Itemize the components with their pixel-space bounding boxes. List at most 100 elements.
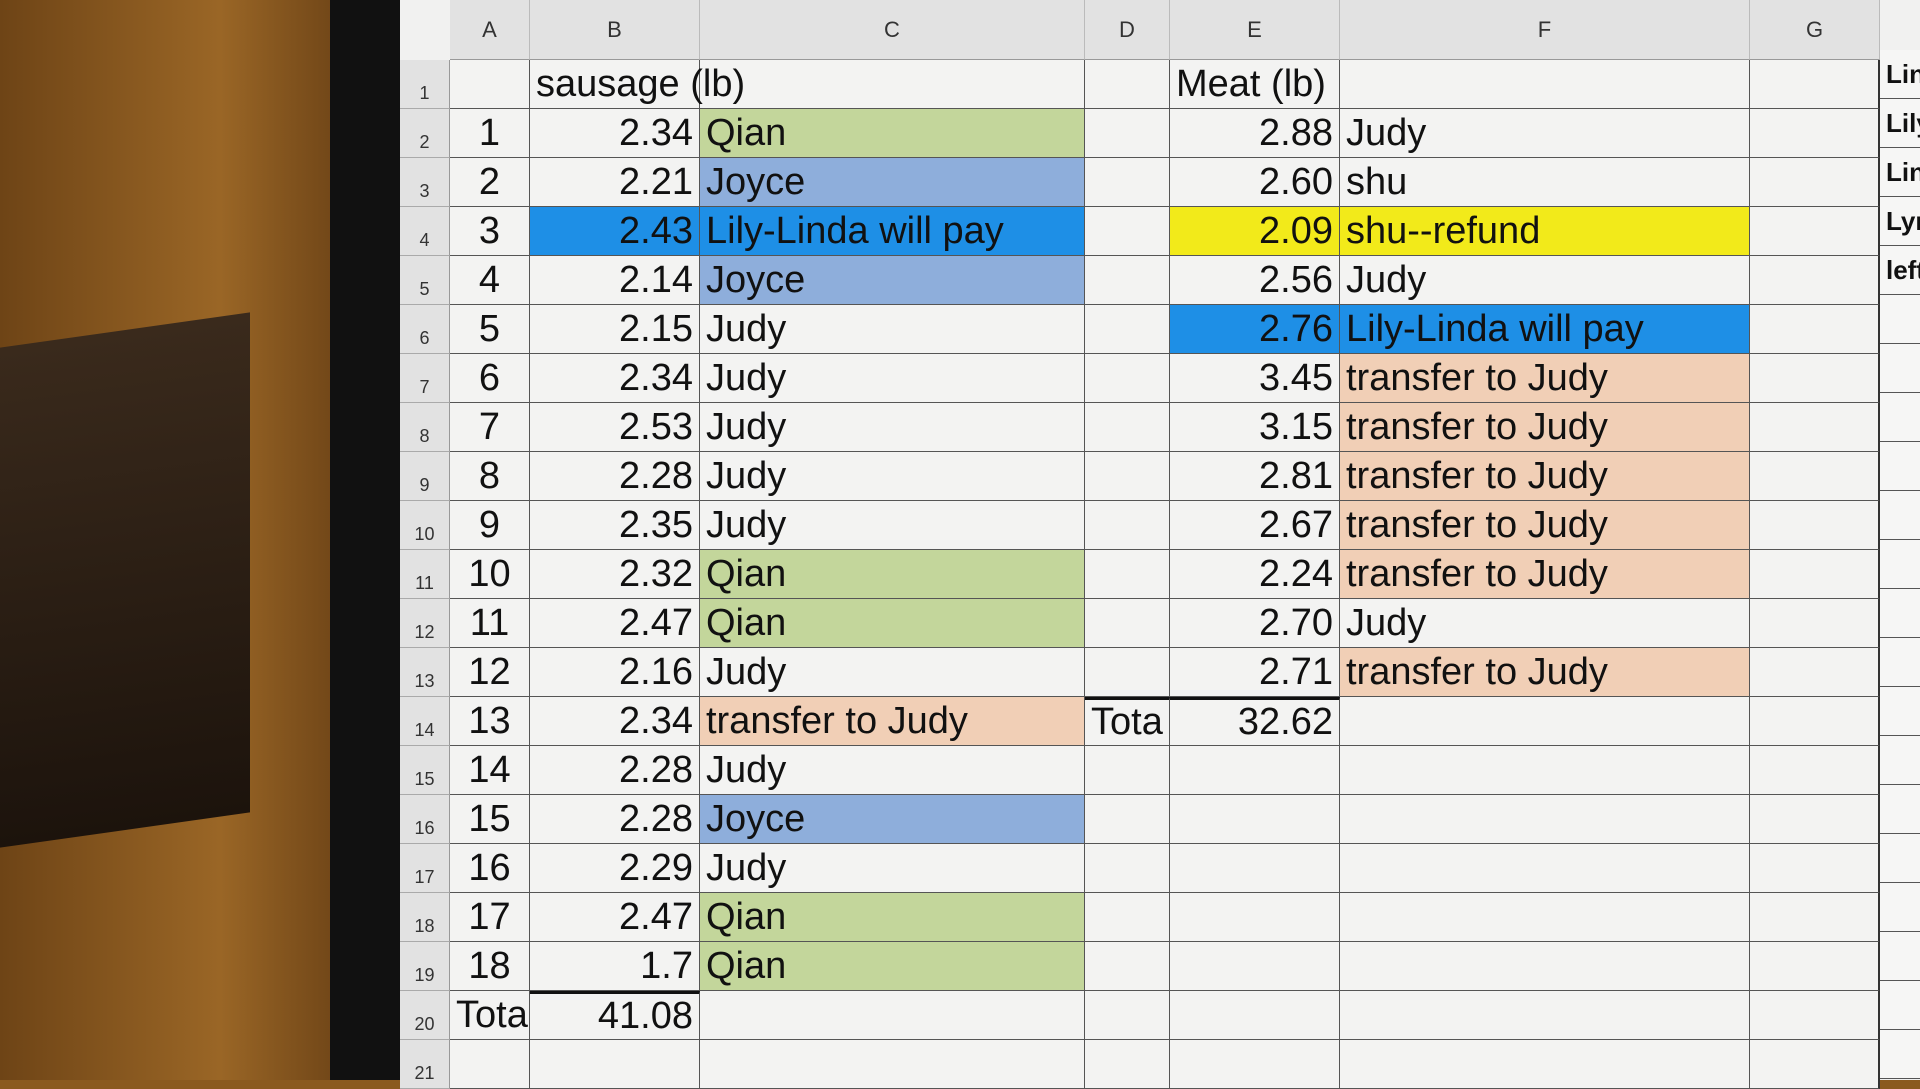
cell-H9[interactable]	[1880, 442, 1920, 491]
cell-E21[interactable]	[1170, 1040, 1340, 1089]
cell-G6[interactable]	[1750, 305, 1880, 354]
cell-D13[interactable]	[1085, 648, 1170, 697]
cell-D9[interactable]	[1085, 452, 1170, 501]
column-header-E[interactable]: E	[1170, 0, 1340, 60]
cell-C1[interactable]	[700, 60, 1085, 109]
row-header[interactable]: 11	[400, 550, 450, 599]
cell-H12[interactable]	[1880, 589, 1920, 638]
column-header-B[interactable]: B	[530, 0, 700, 60]
cell-D21[interactable]	[1085, 1040, 1170, 1089]
cell-A3[interactable]: 2	[450, 158, 530, 207]
cell-A9[interactable]: 8	[450, 452, 530, 501]
cell-H17[interactable]	[1880, 834, 1920, 883]
row-header[interactable]: 18	[400, 893, 450, 942]
cell-C20[interactable]	[700, 991, 1085, 1040]
cell-F12[interactable]: Judy	[1340, 599, 1750, 648]
cell-D19[interactable]	[1085, 942, 1170, 991]
cell-A10[interactable]: 9	[450, 501, 530, 550]
cell-G9[interactable]	[1750, 452, 1880, 501]
cell-C11[interactable]: Qian	[700, 550, 1085, 599]
cell-D15[interactable]	[1085, 746, 1170, 795]
cell-G5[interactable]	[1750, 256, 1880, 305]
row-header[interactable]: 9	[400, 452, 450, 501]
cell-F8[interactable]: transfer to Judy	[1340, 403, 1750, 452]
cell-D18[interactable]	[1085, 893, 1170, 942]
cell-E7[interactable]: 3.45	[1170, 354, 1340, 403]
cell-E3[interactable]: 2.60	[1170, 158, 1340, 207]
cell-G15[interactable]	[1750, 746, 1880, 795]
cell-D3[interactable]	[1085, 158, 1170, 207]
column-header-C[interactable]: C	[700, 0, 1085, 60]
cell-F5[interactable]: Judy	[1340, 256, 1750, 305]
cell-H11[interactable]	[1880, 540, 1920, 589]
row-header[interactable]: 8	[400, 403, 450, 452]
cell-G20[interactable]	[1750, 991, 1880, 1040]
cell-F20[interactable]	[1340, 991, 1750, 1040]
cell-D5[interactable]	[1085, 256, 1170, 305]
cell-F1[interactable]	[1340, 60, 1750, 109]
cell-G1[interactable]	[1750, 60, 1880, 109]
cell-H3[interactable]: Lin	[1880, 148, 1920, 197]
cell-D11[interactable]	[1085, 550, 1170, 599]
cell-A14[interactable]: 13	[450, 697, 530, 746]
cell-F2[interactable]: Judy	[1340, 109, 1750, 158]
cell-H18[interactable]	[1880, 883, 1920, 932]
cell-F7[interactable]: transfer to Judy	[1340, 354, 1750, 403]
row-header[interactable]: 15	[400, 746, 450, 795]
cell-D2[interactable]	[1085, 109, 1170, 158]
cell-H13[interactable]	[1880, 638, 1920, 687]
cell-E15[interactable]	[1170, 746, 1340, 795]
cell-B3[interactable]: 2.21	[530, 158, 700, 207]
cell-H10[interactable]	[1880, 491, 1920, 540]
cell-B18[interactable]: 2.47	[530, 893, 700, 942]
cell-C18[interactable]: Qian	[700, 893, 1085, 942]
row-header[interactable]: 17	[400, 844, 450, 893]
row-header[interactable]: 2	[400, 109, 450, 158]
cell-H5[interactable]: left	[1880, 246, 1920, 295]
cell-A8[interactable]: 7	[450, 403, 530, 452]
cell-B7[interactable]: 2.34	[530, 354, 700, 403]
cell-F19[interactable]	[1340, 942, 1750, 991]
cell-G19[interactable]	[1750, 942, 1880, 991]
cell-D17[interactable]	[1085, 844, 1170, 893]
cell-F9[interactable]: transfer to Judy	[1340, 452, 1750, 501]
cell-F10[interactable]: transfer to Judy	[1340, 501, 1750, 550]
cell-C6[interactable]: Judy	[700, 305, 1085, 354]
cell-F18[interactable]	[1340, 893, 1750, 942]
cell-E2[interactable]: 2.88	[1170, 109, 1340, 158]
cell-A13[interactable]: 12	[450, 648, 530, 697]
cell-E11[interactable]: 2.24	[1170, 550, 1340, 599]
cell-C10[interactable]: Judy	[700, 501, 1085, 550]
cell-A17[interactable]: 16	[450, 844, 530, 893]
row-header[interactable]: 13	[400, 648, 450, 697]
cell-A1[interactable]	[450, 60, 530, 109]
cell-E1[interactable]: Meat (lb)	[1170, 60, 1340, 109]
cell-H14[interactable]	[1880, 687, 1920, 736]
cell-C4[interactable]: Lily-Linda will pay	[700, 207, 1085, 256]
cell-B13[interactable]: 2.16	[530, 648, 700, 697]
cell-B8[interactable]: 2.53	[530, 403, 700, 452]
column-header-A[interactable]: A	[450, 0, 530, 60]
cell-G8[interactable]	[1750, 403, 1880, 452]
cell-A5[interactable]: 4	[450, 256, 530, 305]
cell-A15[interactable]: 14	[450, 746, 530, 795]
row-header[interactable]: 19	[400, 942, 450, 991]
cell-A11[interactable]: 10	[450, 550, 530, 599]
cell-A2[interactable]: 1	[450, 109, 530, 158]
cell-E20[interactable]	[1170, 991, 1340, 1040]
cell-F13[interactable]: transfer to Judy	[1340, 648, 1750, 697]
cell-H21[interactable]	[1880, 1030, 1920, 1079]
cell-H8[interactable]	[1880, 393, 1920, 442]
cell-C14[interactable]: transfer to Judy	[700, 697, 1085, 746]
cell-E6[interactable]: 2.76	[1170, 305, 1340, 354]
cell-F17[interactable]	[1340, 844, 1750, 893]
row-header[interactable]: 20	[400, 991, 450, 1040]
cell-D4[interactable]	[1085, 207, 1170, 256]
cell-B20[interactable]: 41.08	[530, 991, 700, 1040]
cell-G10[interactable]	[1750, 501, 1880, 550]
cell-G18[interactable]	[1750, 893, 1880, 942]
cell-B19[interactable]: 1.7	[530, 942, 700, 991]
cell-B2[interactable]: 2.34	[530, 109, 700, 158]
cell-C8[interactable]: Judy	[700, 403, 1085, 452]
